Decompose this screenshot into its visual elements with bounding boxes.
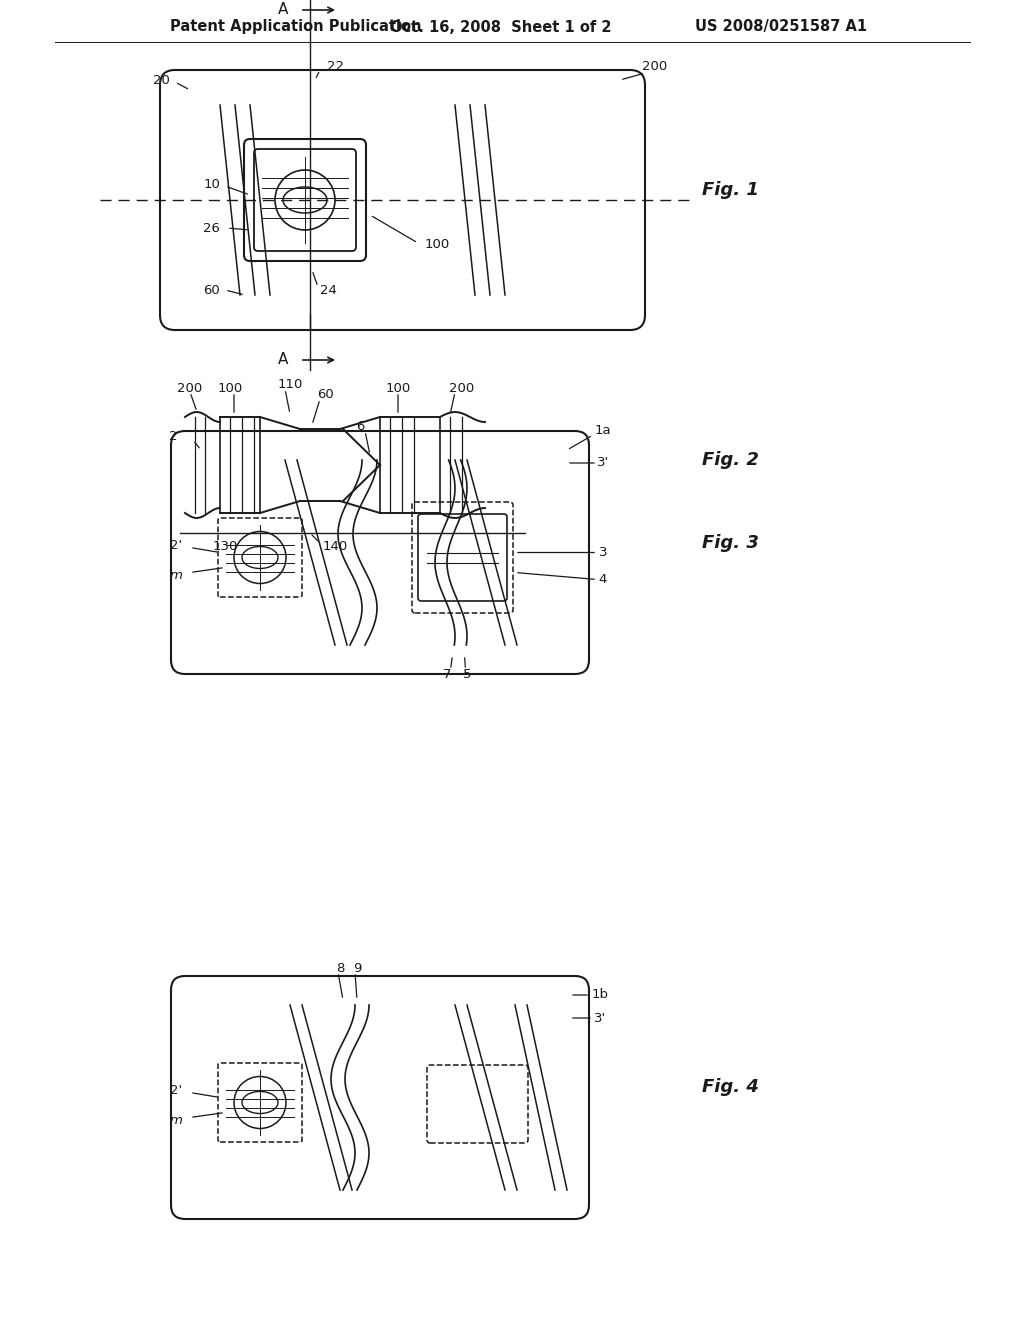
Text: 100: 100 [217, 383, 243, 396]
Text: Oct. 16, 2008  Sheet 1 of 2: Oct. 16, 2008 Sheet 1 of 2 [390, 20, 611, 34]
FancyBboxPatch shape [412, 502, 513, 612]
Text: 2': 2' [170, 1084, 182, 1097]
Text: 110: 110 [278, 379, 303, 392]
Text: Patent Application Publication: Patent Application Publication [170, 20, 422, 34]
Text: US 2008/0251587 A1: US 2008/0251587 A1 [695, 20, 867, 34]
Text: Fig. 3: Fig. 3 [701, 533, 759, 552]
Text: 3': 3' [597, 457, 609, 470]
Text: 4: 4 [599, 573, 607, 586]
Text: m: m [169, 1114, 182, 1127]
Text: 7: 7 [443, 668, 452, 681]
FancyBboxPatch shape [418, 513, 507, 601]
FancyBboxPatch shape [244, 139, 366, 261]
FancyBboxPatch shape [427, 1065, 528, 1143]
Text: 3: 3 [599, 546, 607, 558]
Text: 10: 10 [203, 178, 220, 191]
Text: 26: 26 [203, 222, 220, 235]
Text: 2': 2' [170, 539, 182, 552]
Text: Fig. 4: Fig. 4 [701, 1078, 759, 1097]
Text: 60: 60 [203, 284, 220, 297]
Text: 60: 60 [316, 388, 334, 401]
FancyBboxPatch shape [254, 149, 356, 251]
Text: Fig. 2: Fig. 2 [701, 451, 759, 469]
Text: 200: 200 [450, 383, 475, 396]
Text: 24: 24 [319, 284, 337, 297]
Text: 6: 6 [355, 421, 365, 433]
Text: 9: 9 [353, 961, 361, 974]
FancyBboxPatch shape [218, 517, 302, 597]
Text: Fig. 1: Fig. 1 [701, 181, 759, 199]
Text: m: m [169, 569, 182, 582]
Text: 5: 5 [463, 668, 472, 681]
Text: 3': 3' [594, 1011, 606, 1024]
FancyBboxPatch shape [218, 1063, 302, 1142]
Text: A: A [278, 352, 288, 367]
Text: 1b: 1b [592, 989, 608, 1002]
Text: 100: 100 [425, 239, 451, 252]
Text: 1a: 1a [595, 424, 611, 437]
Text: 200: 200 [642, 61, 668, 74]
Text: 200: 200 [177, 383, 203, 396]
Text: 130: 130 [212, 540, 238, 553]
Text: 22: 22 [327, 61, 343, 74]
Text: 100: 100 [385, 383, 411, 396]
Text: 140: 140 [323, 540, 347, 553]
Text: 8: 8 [336, 961, 344, 974]
Text: A: A [278, 3, 288, 17]
Text: 2: 2 [169, 430, 177, 444]
Text: 20: 20 [154, 74, 170, 87]
